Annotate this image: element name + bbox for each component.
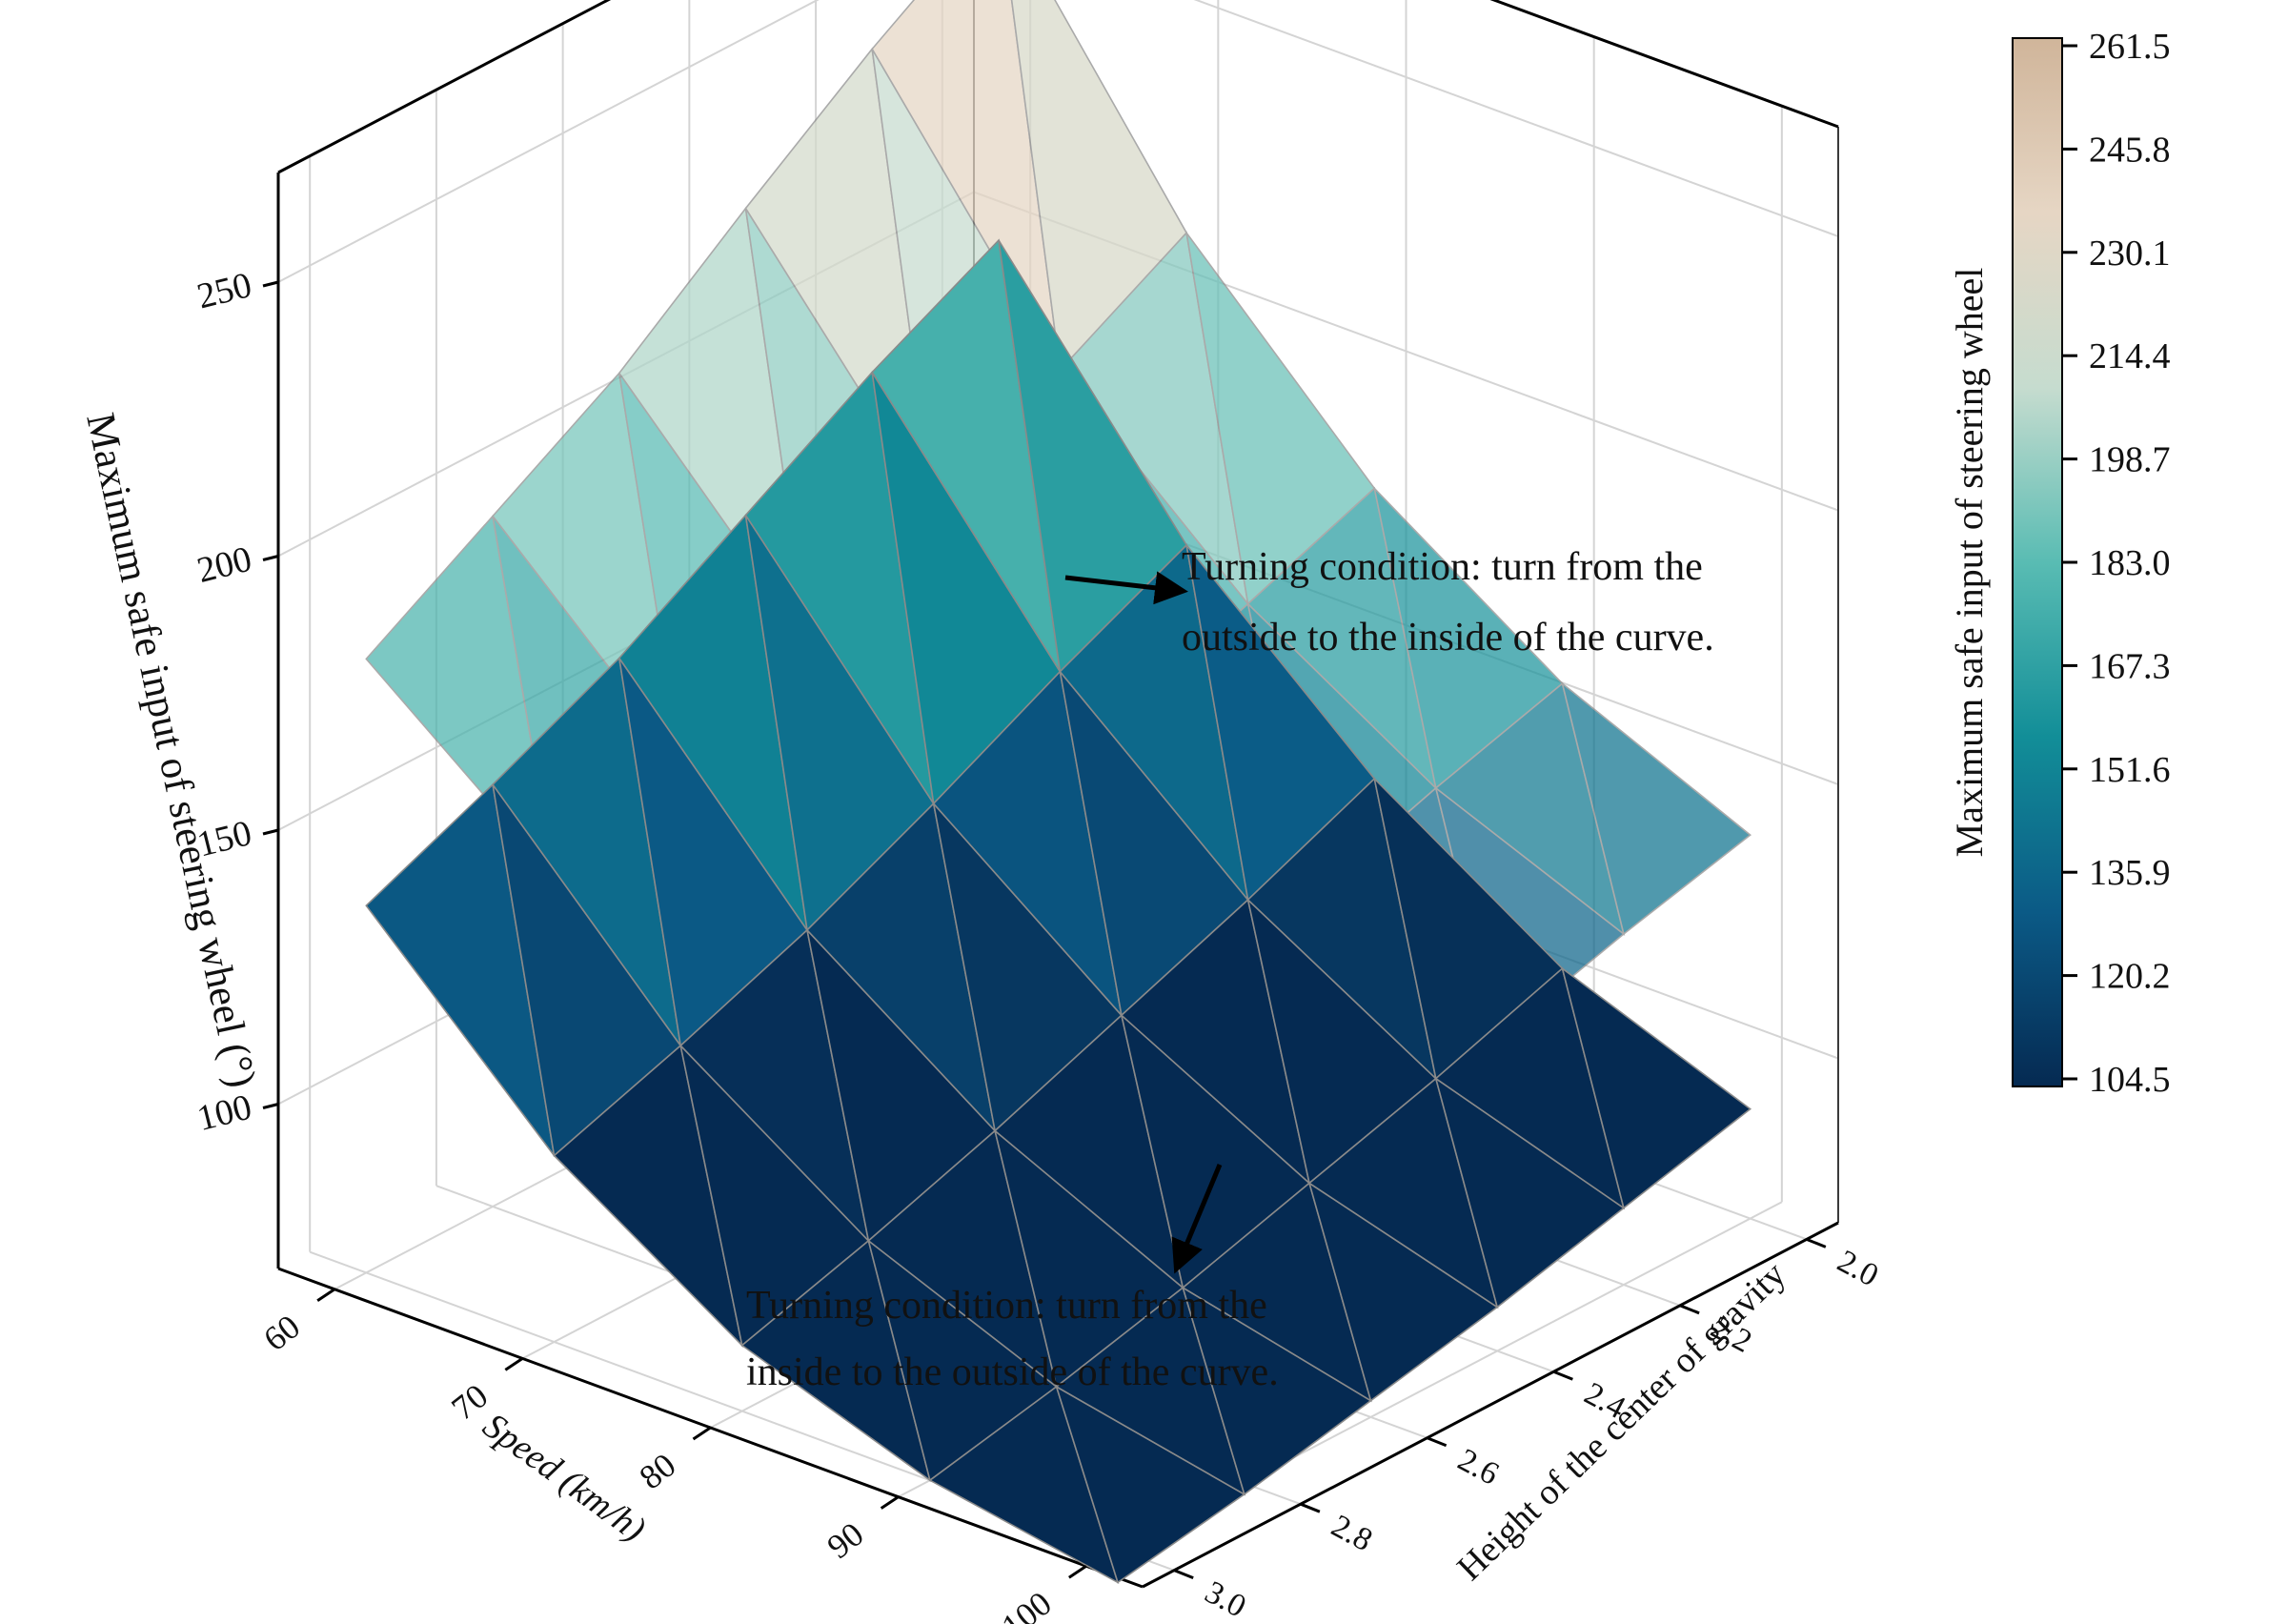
- colorbar: 261.5 245.8 230.1 214.4 198.7 183.0 167.3 151.6…: [1948, 27, 2171, 1100]
- axis-edge: [1489, 0, 1839, 129]
- x-tick: [1068, 1564, 1087, 1579]
- annotation-upper-line-1: Turning condition: turn from the: [1182, 545, 1703, 589]
- annotation-lower-line-2: inside to the outside of the curve.: [746, 1350, 1279, 1394]
- z-tick: [262, 828, 279, 836]
- colorbar-tick-label: 151.6: [2089, 750, 2171, 790]
- annotation-lower: Turning condition: turn from the inside …: [746, 1164, 1279, 1394]
- annotation-upper: Turning condition: turn from the outside…: [1064, 545, 1714, 660]
- x-tick-label: 100: [995, 1584, 1059, 1624]
- y-tick-label: 2.6: [1452, 1442, 1505, 1492]
- colorbar-tick-label: 167.3: [2089, 646, 2171, 686]
- y-tick-label: 2.0: [1832, 1244, 1884, 1294]
- y-tick: [1427, 1436, 1448, 1448]
- x-tick-label: 90: [820, 1514, 871, 1566]
- colorbar-tick-label: 261.5: [2089, 27, 2171, 67]
- annotation-lower-line-1: Turning condition: turn from the: [746, 1284, 1267, 1328]
- colorbar-tick-label: 198.7: [2089, 440, 2171, 480]
- colorbar-tick-label: 104.5: [2089, 1060, 2171, 1100]
- x-tick-label: 80: [632, 1446, 682, 1497]
- y-tick: [1300, 1502, 1321, 1513]
- z-tick: [262, 1103, 279, 1109]
- arrow-upper: [1064, 571, 1188, 605]
- x-tick: [316, 1288, 335, 1303]
- z-tick: [262, 555, 279, 561]
- z-axis-label: Maximum safe input of steering wheel (°): [77, 409, 264, 1091]
- y-tick: [1806, 1237, 1827, 1248]
- surface-2: [365, 238, 1752, 1585]
- colorbar-tick-label: 183.0: [2089, 543, 2171, 583]
- colorbar-tick-label: 214.4: [2089, 336, 2171, 376]
- y-tick: [1679, 1304, 1700, 1315]
- x-tick-label: 60: [256, 1308, 307, 1359]
- z-tick: [262, 280, 279, 288]
- axis-edge: [1142, 1221, 1839, 1589]
- z-tick-label: 250: [193, 265, 255, 317]
- axis-edge: [277, 0, 612, 174]
- colorbar-tick-label: 120.2: [2089, 957, 2171, 997]
- annotation-upper-line-2: outside to the inside of the curve.: [1182, 616, 1714, 660]
- arrow-lower: [1171, 1164, 1223, 1274]
- surface-facet: [1561, 966, 1752, 1209]
- z-tick-label: 100: [193, 1086, 255, 1139]
- x-tick: [880, 1495, 900, 1510]
- y-tick: [1552, 1370, 1573, 1381]
- y-tick-label: 3.0: [1199, 1574, 1251, 1624]
- colorbar-tick-label: 245.8: [2089, 130, 2171, 170]
- z-tick-label: 200: [193, 538, 255, 591]
- surface-facet: [1561, 681, 1751, 936]
- colorbar-gradient: [2012, 37, 2063, 1087]
- surfaces: [365, 0, 1752, 1585]
- x-tick-label: 70: [444, 1376, 495, 1428]
- x-axis-label: Speed (km/h): [476, 1406, 653, 1550]
- colorbar-tick-label: 230.1: [2089, 233, 2171, 274]
- colorbar-tick-label: 135.9: [2089, 853, 2171, 893]
- y-tick: [1173, 1569, 1194, 1580]
- grid-line: [277, 0, 1839, 283]
- y-tick-label: 2.8: [1326, 1509, 1378, 1559]
- colorbar-ticks: 261.5 245.8 230.1 214.4 198.7 183.0 167.3 151.6…: [2062, 27, 2171, 1100]
- x-tick: [504, 1357, 524, 1371]
- x-tick: [692, 1426, 712, 1441]
- colorbar-label: Maximum safe input of steering wheel: [1948, 268, 1991, 858]
